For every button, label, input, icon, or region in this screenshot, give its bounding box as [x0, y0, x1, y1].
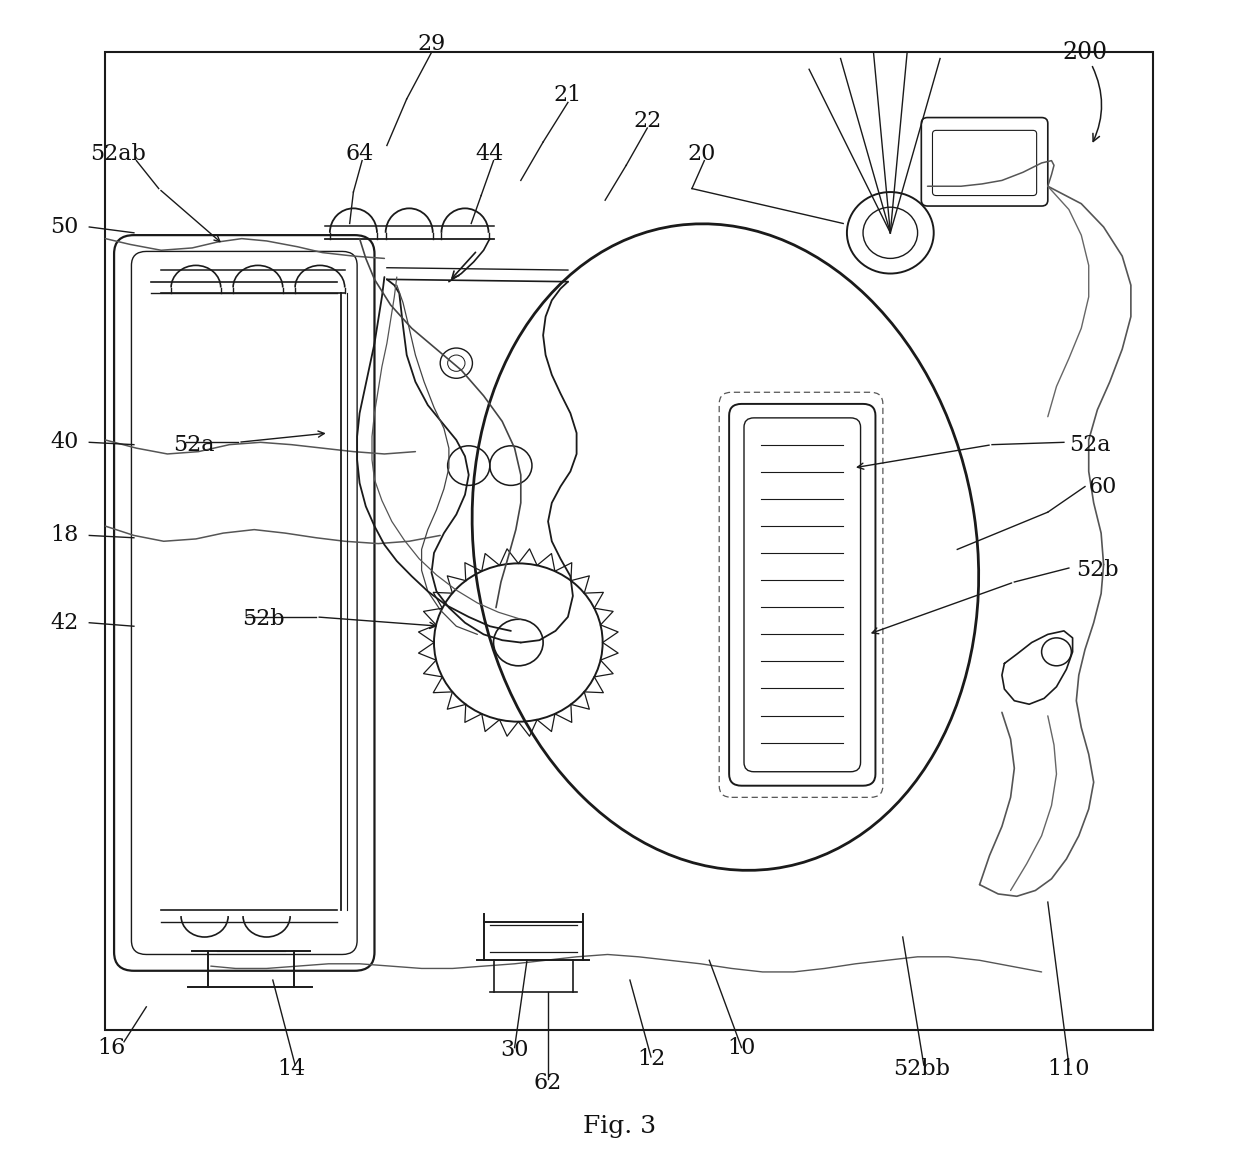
Text: 64: 64 — [346, 143, 373, 164]
Text: 40: 40 — [51, 432, 78, 453]
Bar — [105, 52, 1153, 1030]
Text: 42: 42 — [51, 612, 78, 633]
Text: 50: 50 — [51, 217, 78, 237]
Text: 60: 60 — [1089, 476, 1117, 497]
Text: 12: 12 — [637, 1049, 665, 1070]
Text: 62: 62 — [534, 1072, 562, 1093]
Text: Fig. 3: Fig. 3 — [584, 1115, 656, 1138]
Text: 16: 16 — [98, 1037, 125, 1058]
Text: 110: 110 — [1048, 1058, 1090, 1079]
Text: 21: 21 — [554, 85, 582, 106]
Text: 10: 10 — [728, 1037, 755, 1058]
Text: 30: 30 — [501, 1039, 528, 1060]
Text: 44: 44 — [476, 143, 503, 164]
Text: 18: 18 — [51, 525, 78, 546]
Text: 52bb: 52bb — [893, 1058, 950, 1079]
Text: 52a: 52a — [1069, 434, 1110, 455]
Text: 20: 20 — [688, 143, 715, 164]
Text: 14: 14 — [278, 1058, 305, 1079]
Text: 52b: 52b — [1076, 560, 1118, 581]
Text: 200: 200 — [1063, 41, 1107, 64]
Text: 29: 29 — [418, 34, 445, 55]
Text: 52ab: 52ab — [89, 143, 146, 164]
Text: 22: 22 — [634, 111, 661, 132]
Text: 52b: 52b — [242, 609, 284, 630]
Text: 52a: 52a — [174, 434, 215, 455]
